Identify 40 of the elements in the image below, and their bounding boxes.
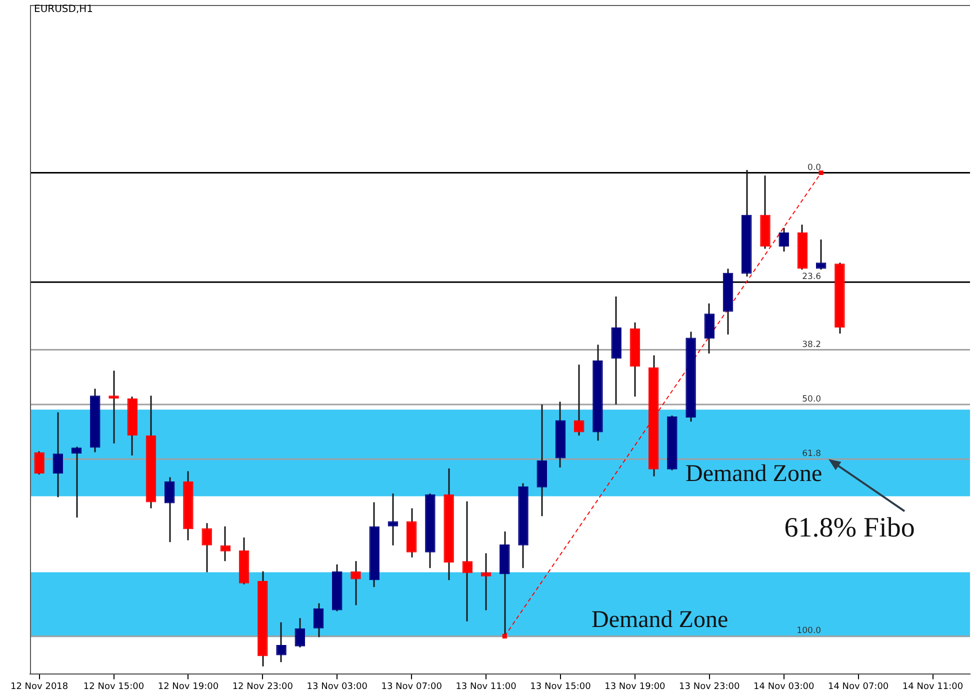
ref-line-label: 100.0 — [796, 626, 822, 636]
candlestick — [816, 238, 826, 270]
x-tick-label: 13 Nov 15:00 — [530, 682, 592, 692]
chart-title: EURUSD,H1 — [34, 4, 94, 15]
x-tick-label: 14 Nov 03:00 — [754, 682, 814, 692]
ref-line-label: 23.6 — [802, 272, 822, 282]
band-label: Demand Zone — [685, 460, 822, 487]
candlestick — [34, 450, 44, 476]
candlestick — [276, 622, 286, 663]
candlestick — [164, 476, 175, 543]
ref-line-label: 38.2 — [802, 340, 822, 350]
candlestick — [350, 560, 361, 606]
ref-line-label: 0.0 — [808, 162, 822, 173]
candlestick — [313, 602, 324, 638]
ref-line-label: 61.8 — [802, 449, 822, 460]
x-tick-label: 14 Nov 11:00 — [902, 682, 964, 692]
x-tick-label: 14 Nov 07:00 — [828, 682, 889, 692]
candlestick — [388, 492, 398, 546]
x-tick-label: 13 Nov 11:00 — [456, 682, 517, 692]
x-tick-label: 13 Nov 19:00 — [604, 682, 666, 692]
band-label: Demand Zone — [591, 607, 728, 634]
candlestick — [202, 522, 212, 573]
x-tick-label: 12 Nov 19:00 — [158, 682, 219, 692]
candlestick — [71, 446, 82, 518]
annotation: 61.8% Fibo — [784, 512, 915, 544]
x-tick-label: 13 Nov 03:00 — [306, 682, 368, 692]
ref-line-label: 50.0 — [802, 394, 822, 404]
x-tick-label: 12 Nov 23:00 — [232, 682, 294, 692]
x-tick-label: 13 Nov 23:00 — [679, 682, 740, 692]
candlestick — [52, 412, 64, 498]
candlestick — [108, 370, 119, 444]
x-tick-label: 12 Nov 2018 — [10, 682, 68, 692]
candlestick — [220, 526, 231, 562]
x-tick-label: 13 Nov 07:00 — [381, 682, 442, 692]
x-tick-label: 12 Nov 15:00 — [83, 682, 144, 692]
candlestick — [294, 617, 306, 648]
candlestick — [574, 364, 584, 436]
candlestick — [462, 500, 473, 622]
candlestick — [480, 552, 492, 611]
candlestick — [704, 302, 715, 354]
